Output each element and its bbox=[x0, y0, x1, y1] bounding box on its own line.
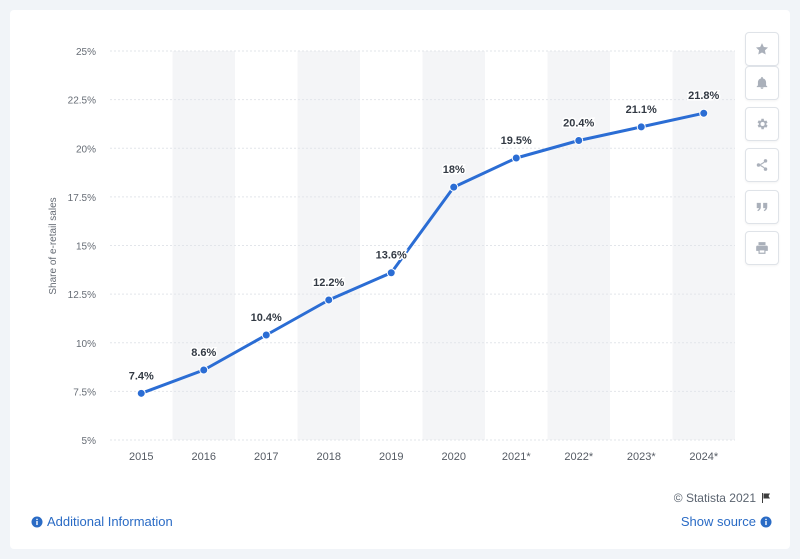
data-point bbox=[386, 268, 396, 278]
gear-icon bbox=[757, 118, 768, 130]
y-tick-label: 12.5% bbox=[68, 290, 96, 301]
data-points bbox=[136, 108, 709, 398]
print-button[interactable] bbox=[745, 231, 779, 265]
data-point bbox=[574, 135, 584, 145]
data-point bbox=[324, 295, 334, 305]
data-point bbox=[636, 122, 646, 132]
bell-icon bbox=[756, 76, 768, 89]
series-line bbox=[139, 111, 706, 395]
x-tick-label: 2017 bbox=[254, 451, 278, 463]
x-tick-label: 2015 bbox=[129, 451, 153, 463]
x-tick-label: 2018 bbox=[317, 451, 341, 463]
data-label: 10.4% bbox=[251, 312, 282, 324]
x-tick-label: 2020 bbox=[442, 451, 466, 463]
statista-credit[interactable]: © Statista 2021 bbox=[674, 491, 772, 505]
gridlines bbox=[110, 50, 735, 441]
cite-button[interactable] bbox=[745, 190, 779, 224]
y-tick-label: 15% bbox=[76, 242, 96, 253]
data-label: 18% bbox=[443, 164, 465, 176]
x-tick-label: 2016 bbox=[192, 451, 216, 463]
show-source-label: Show source bbox=[680, 514, 756, 529]
y-tick-label: 10% bbox=[76, 339, 96, 350]
info-icon bbox=[31, 516, 43, 527]
line-chart: 5%7.5%10%12.5%15%17.5%20%22.5%25% 2015 20… bbox=[48, 47, 735, 463]
y-tick-label: 17.5% bbox=[68, 193, 96, 204]
data-point bbox=[511, 153, 521, 163]
data-label: 13.6% bbox=[376, 250, 407, 262]
additional-information-link[interactable]: Additional Information bbox=[31, 514, 173, 529]
x-tick-label: 2022* bbox=[564, 451, 593, 463]
print-icon bbox=[756, 242, 768, 254]
y-tick-label: 22.5% bbox=[68, 96, 96, 107]
data-point bbox=[261, 330, 271, 340]
star-icon bbox=[755, 43, 769, 55]
favorite-button[interactable] bbox=[745, 32, 779, 66]
x-tick-label: 2019 bbox=[379, 451, 403, 463]
flag-icon bbox=[762, 493, 770, 503]
info-icon bbox=[760, 516, 772, 527]
settings-button[interactable] bbox=[745, 107, 779, 141]
data-point bbox=[136, 388, 146, 398]
x-axis-ticks: 2015 2016 2017 2018 2019 2020 2021* 2022* 2023* 2… bbox=[129, 451, 719, 463]
data-label: 21.8% bbox=[688, 90, 719, 102]
data-point bbox=[699, 108, 709, 118]
data-labels: 7.4% 8.6% 10.4% 12.2% 13.6% 18% 19.5% 20.4% 21.1… bbox=[127, 89, 721, 384]
x-tick-label: 2024* bbox=[689, 451, 718, 463]
data-label: 7.4% bbox=[129, 370, 154, 382]
data-label: 8.6% bbox=[191, 347, 216, 359]
share-button[interactable] bbox=[745, 148, 779, 182]
share-icon bbox=[756, 159, 768, 171]
x-tick-label: 2021* bbox=[502, 451, 531, 463]
y-axis-ticks: 5% 7.5% 10% 12.5% 15% 17.5% 20% 22.5% 25% bbox=[68, 47, 96, 447]
show-source-link[interactable]: Show source bbox=[681, 514, 772, 529]
data-label: 21.1% bbox=[626, 104, 657, 116]
data-label: 19.5% bbox=[501, 135, 532, 147]
y-tick-label: 7.5% bbox=[73, 387, 96, 398]
additional-information-label: Additional Information bbox=[47, 514, 173, 529]
quote-icon bbox=[756, 202, 768, 212]
data-label: 12.2% bbox=[313, 277, 344, 289]
chart-card: 5% 7.5% 10% 12.5% 15% 17.5% 20% 22.5% 25% 2015 20… bbox=[10, 10, 790, 549]
x-tick-label: 2023* bbox=[627, 451, 656, 463]
data-label: 20.4% bbox=[563, 117, 594, 129]
y-tick-label: 5% bbox=[82, 436, 97, 447]
y-axis-label: Share of e-retail sales bbox=[48, 197, 59, 294]
data-point bbox=[449, 182, 459, 192]
credit-text: © Statista 2021 bbox=[673, 491, 756, 505]
data-point bbox=[199, 365, 209, 375]
y-tick-label: 25% bbox=[76, 47, 96, 58]
notification-button[interactable] bbox=[745, 66, 779, 100]
y-tick-label: 20% bbox=[76, 144, 96, 155]
